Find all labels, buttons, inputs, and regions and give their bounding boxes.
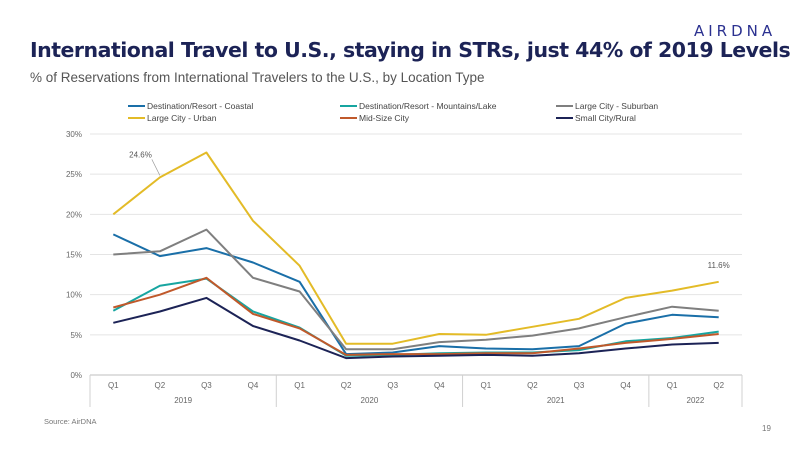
legend-label: Large City - Urban <box>147 113 217 123</box>
y-tick-label: 5% <box>70 331 82 340</box>
legend-label: Large City - Suburban <box>575 101 658 111</box>
x-tick-label: Q1 <box>294 381 305 390</box>
x-tick-label: Q3 <box>201 381 212 390</box>
chart-legend: Destination/Resort - Coastal Destination/… <box>128 101 658 123</box>
y-axis: 0% 5% 10% 15% 20% 25% 30% <box>66 130 82 380</box>
legend-label: Destination/Resort - Coastal <box>147 101 253 111</box>
chart-annotations: 24.6% 11.6% <box>129 150 730 269</box>
y-tick-label: 15% <box>66 251 82 260</box>
year-label: 2019 <box>174 396 192 405</box>
y-tick-label: 30% <box>66 130 82 139</box>
year-label: 2021 <box>547 396 565 405</box>
series-line <box>112 151 719 345</box>
data-label: 24.6% <box>129 150 152 159</box>
year-label: 2022 <box>687 396 705 405</box>
x-tick-label: Q1 <box>481 381 492 390</box>
x-tick-label: Q2 <box>155 381 166 390</box>
x-tick-label: Q4 <box>434 381 445 390</box>
page-subtitle: % of Reservations from International Tra… <box>30 70 485 85</box>
series-line <box>113 228 719 351</box>
series-line <box>113 276 719 356</box>
x-tick-label: Q2 <box>713 381 724 390</box>
x-tick-label: Q1 <box>108 381 119 390</box>
source-note: Source: AirDNA <box>44 417 97 426</box>
x-axis: Q1 Q2 Q3 Q4 Q1 Q2 Q3 Q4 Q1 Q2 Q3 Q4 Q1 Q2 2019 2020 2021… <box>89 375 743 407</box>
annotation-leader <box>151 159 161 176</box>
y-tick-label: 10% <box>66 291 82 300</box>
data-label: 11.6% <box>708 261 730 270</box>
x-tick-label: Q4 <box>248 381 259 390</box>
legend-label: Destination/Resort - Mountains/Lake <box>359 101 497 111</box>
x-tick-label: Q3 <box>574 381 585 390</box>
x-tick-label: Q2 <box>341 381 352 390</box>
y-tick-label: 0% <box>70 371 82 380</box>
page-title: International Travel to U.S., staying in… <box>30 38 791 62</box>
chart-grid <box>90 133 742 376</box>
legend-label: Small City/Rural <box>575 113 636 123</box>
airdna-logo: AIRDNA <box>694 22 777 40</box>
year-label: 2020 <box>361 396 379 405</box>
legend-label: Mid-Size City <box>359 113 410 123</box>
x-tick-label: Q4 <box>620 381 631 390</box>
x-tick-label: Q3 <box>387 381 398 390</box>
chart-series <box>112 151 719 360</box>
y-tick-label: 25% <box>66 170 82 179</box>
x-tick-label: Q2 <box>527 381 538 390</box>
y-tick-label: 20% <box>66 210 82 219</box>
page-number: 19 <box>762 424 771 433</box>
series-line <box>113 296 719 360</box>
x-tick-label: Q1 <box>667 381 678 390</box>
series-line <box>112 233 719 356</box>
